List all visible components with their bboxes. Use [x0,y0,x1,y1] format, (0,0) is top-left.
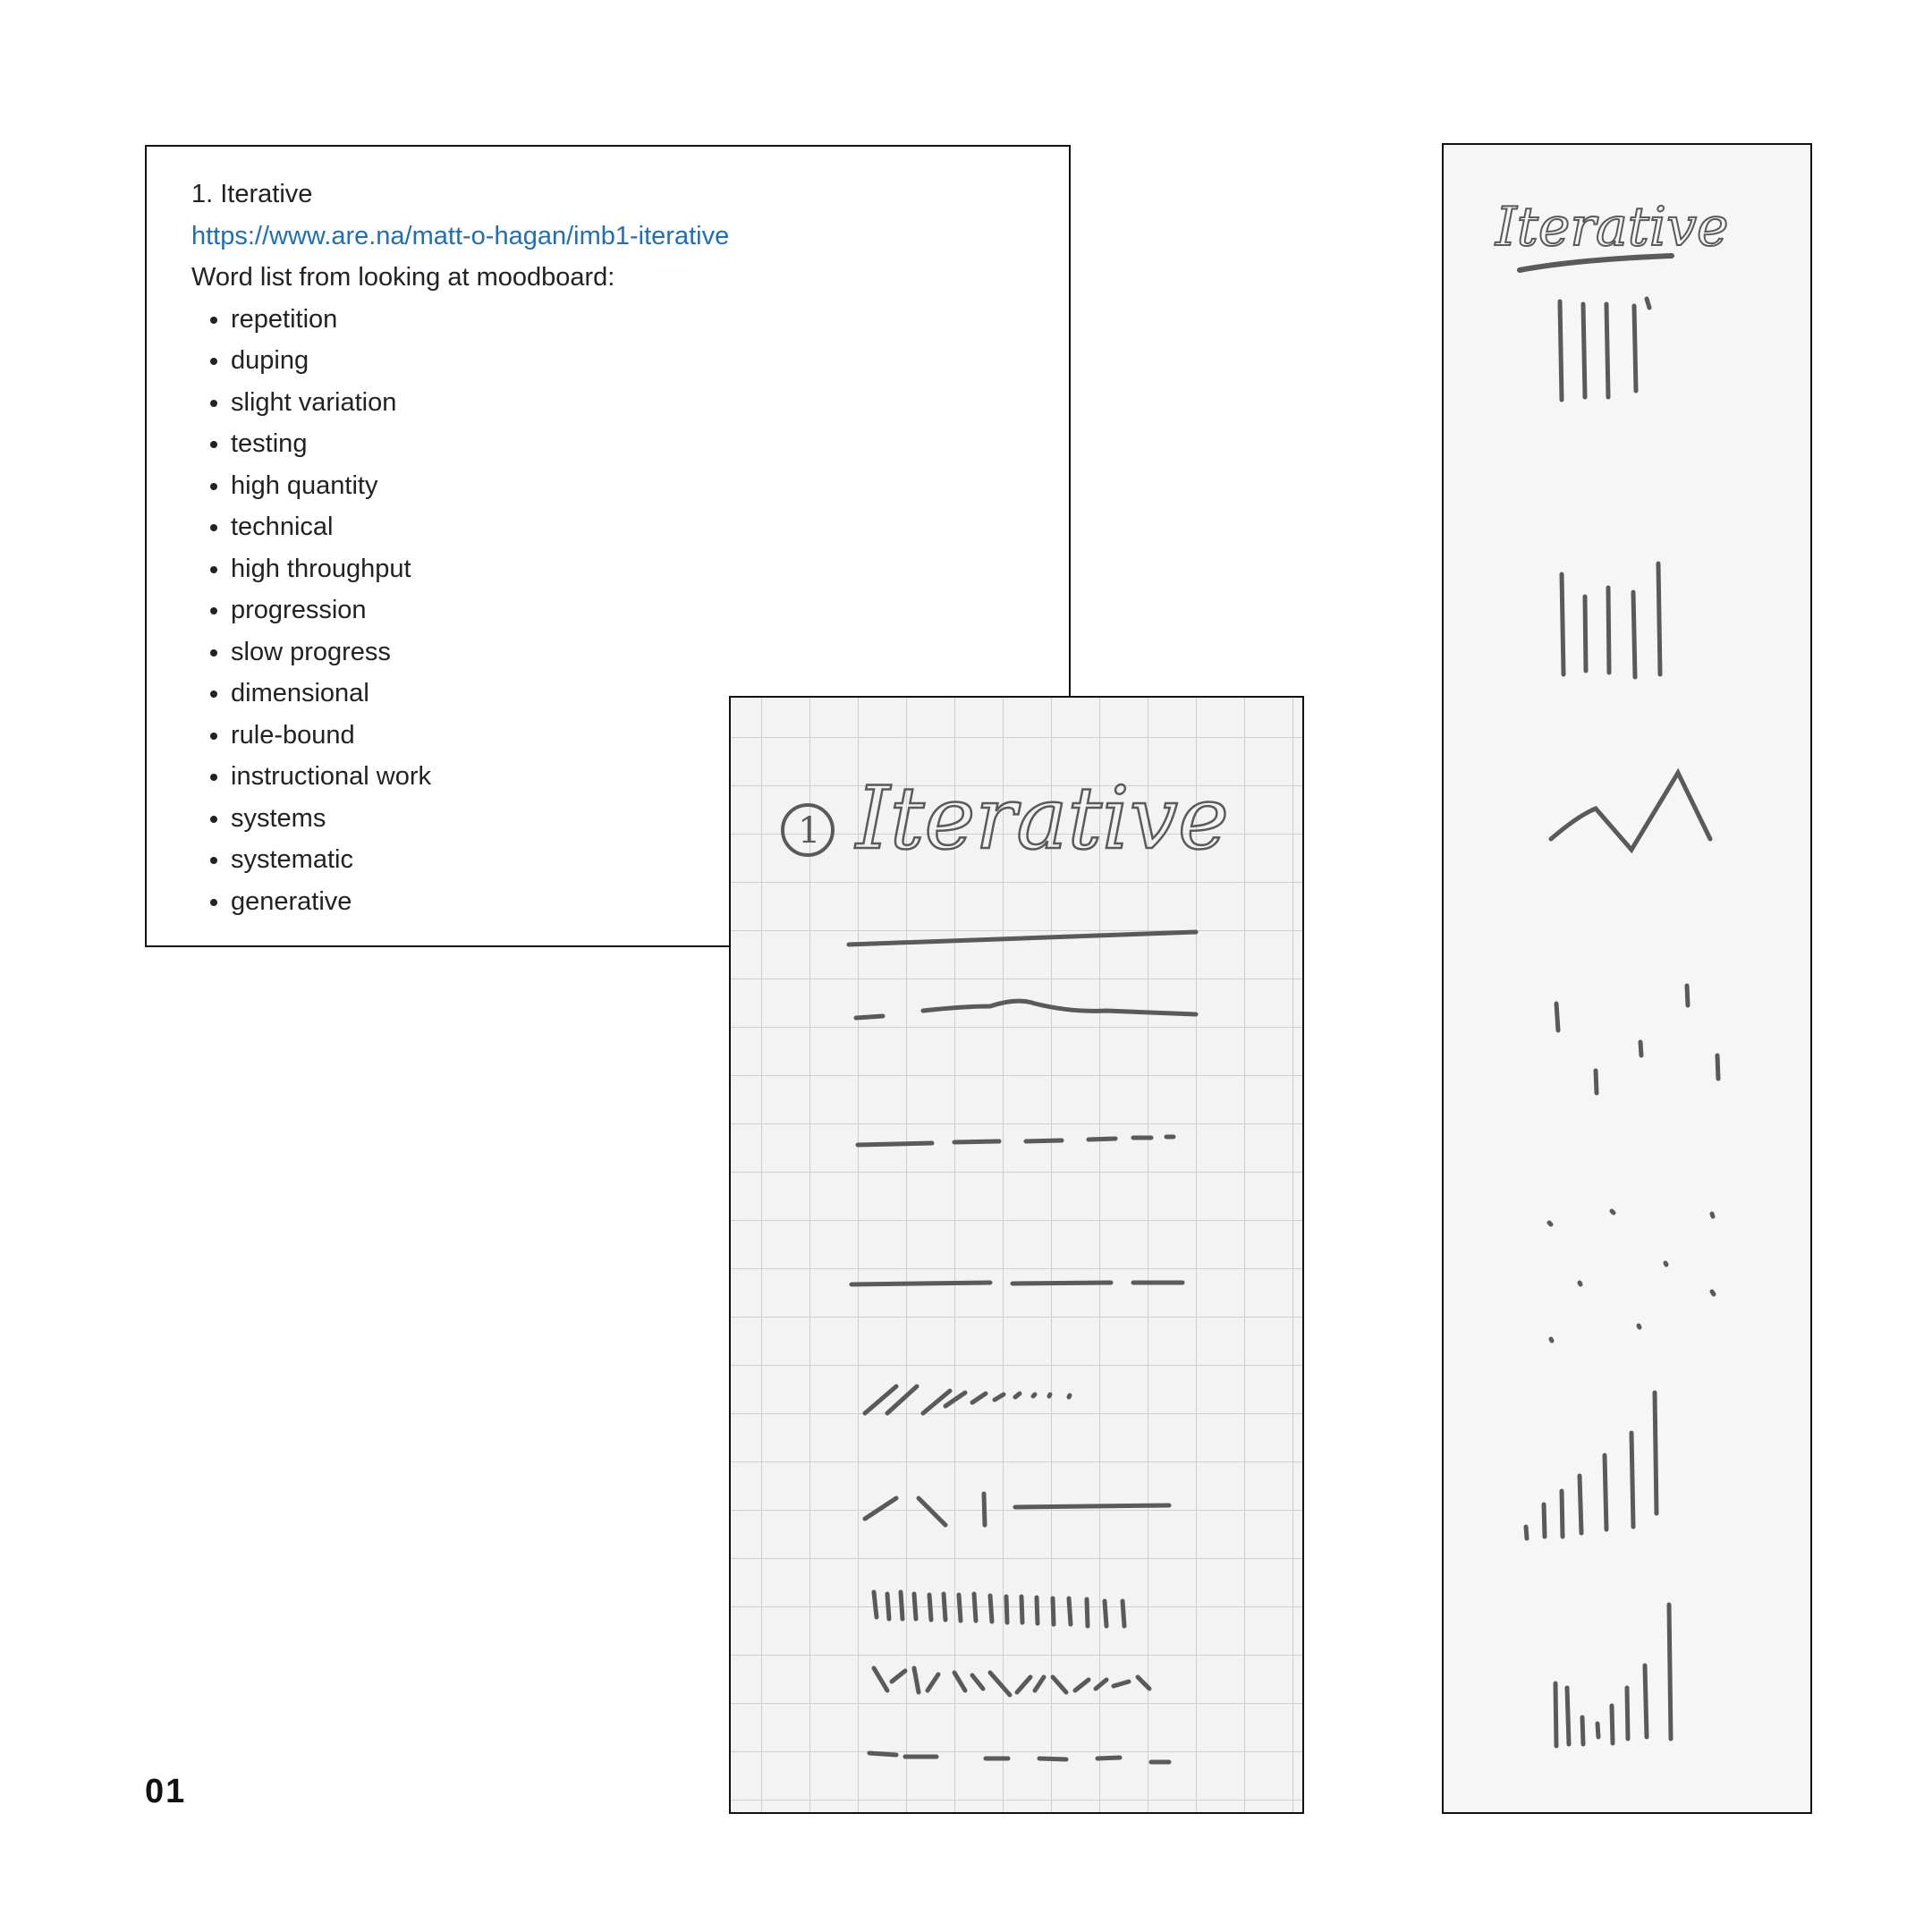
word-list: repetition duping slight variation testi… [191,299,1069,923]
list-item: systems [231,798,1069,840]
notes-title: 1. Iterative [191,180,313,208]
list-item: technical [231,506,1069,548]
list-item: slight variation [231,382,1069,424]
strip-sketch-photo: Iterative [1442,143,1812,1814]
list-item: dimensional [231,673,1069,715]
list-item: systematic [231,839,1069,881]
moodboard-link[interactable]: https://www.are.na/matt-o-hagan/imb1-ite… [191,221,730,250]
strip-heading: Iterative [1495,196,1728,258]
list-item: instructional work [231,756,1069,798]
page-number: 01 [145,1773,187,1810]
list-item: repetition [231,299,1069,341]
list-item: high quantity [231,465,1069,507]
notes-card: 1. Iterative https://www.are.na/matt-o-h… [145,145,1071,947]
list-item: rule-bound [231,715,1069,757]
list-item: generative [231,881,1069,923]
list-item: high throughput [231,548,1069,590]
word-list-intro: Word list from looking at moodboard: [191,263,615,292]
list-item: duping [231,340,1069,382]
grid-paper-sketch-photo: 1 Iterative [729,696,1304,1814]
sketch-heading: Iterative [854,768,1229,869]
list-item: slow progress [231,631,1069,674]
list-item: testing [231,423,1069,465]
sketch-number: 1 [798,810,820,852]
list-item: progression [231,589,1069,631]
